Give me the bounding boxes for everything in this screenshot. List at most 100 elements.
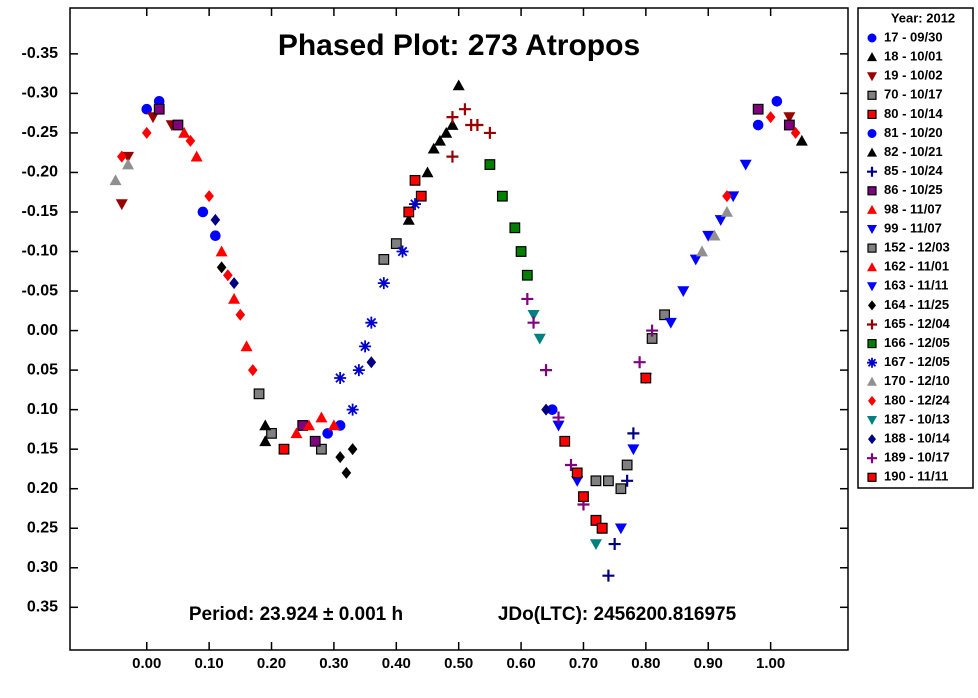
legend-label: 80 - 10/14 bbox=[884, 106, 943, 121]
y-tick-label: 0.00 bbox=[27, 322, 58, 339]
point bbox=[421, 166, 434, 178]
point bbox=[322, 428, 333, 439]
point bbox=[739, 159, 752, 171]
point bbox=[714, 215, 727, 226]
point bbox=[621, 459, 633, 471]
point bbox=[115, 199, 128, 211]
legend-swatch bbox=[867, 262, 877, 272]
point bbox=[341, 466, 352, 479]
legend-swatch bbox=[867, 72, 877, 82]
point bbox=[109, 174, 122, 186]
point bbox=[527, 309, 540, 321]
legend-swatch bbox=[867, 109, 877, 120]
legend-swatch bbox=[867, 225, 877, 234]
legend-swatch bbox=[867, 166, 877, 177]
legend-label: 166 - 12/05 bbox=[884, 335, 950, 350]
y-tick-label: 0.05 bbox=[27, 361, 58, 378]
point bbox=[608, 538, 621, 551]
point bbox=[259, 419, 272, 431]
x-tick-label: 0.60 bbox=[506, 655, 535, 672]
legend-swatch bbox=[867, 357, 877, 368]
point bbox=[347, 443, 358, 456]
point bbox=[446, 119, 459, 130]
point bbox=[640, 372, 652, 384]
legend-swatch bbox=[867, 204, 877, 214]
point bbox=[664, 317, 677, 329]
y-tick-label: 0.25 bbox=[27, 519, 58, 536]
point bbox=[603, 475, 614, 487]
point bbox=[727, 191, 740, 203]
x-tick-label: 1.00 bbox=[756, 655, 785, 672]
legend-label: 70 - 10/17 bbox=[884, 87, 943, 102]
legend-label: 163 - 11/11 bbox=[884, 278, 948, 293]
point bbox=[178, 126, 191, 138]
legend-swatch bbox=[867, 282, 877, 292]
point bbox=[204, 190, 214, 203]
legend-label: 180 - 12/24 bbox=[884, 392, 951, 407]
point bbox=[564, 458, 577, 471]
y-tick-label: 0.20 bbox=[27, 480, 58, 497]
point bbox=[415, 190, 427, 202]
point bbox=[521, 269, 533, 281]
point bbox=[190, 150, 203, 162]
point bbox=[409, 174, 421, 186]
point bbox=[696, 245, 709, 257]
point bbox=[433, 134, 446, 146]
point bbox=[627, 427, 640, 440]
point bbox=[309, 435, 321, 447]
legend-swatch bbox=[867, 339, 877, 349]
annotation: JDo(LTC): 2456200.816975 bbox=[498, 604, 737, 625]
point bbox=[210, 213, 221, 226]
point bbox=[346, 403, 359, 416]
legend-label: 187 - 10/13 bbox=[884, 411, 950, 426]
point bbox=[783, 119, 795, 131]
legend-swatch bbox=[868, 434, 876, 445]
legend-label: 162 - 11/01 bbox=[884, 259, 949, 274]
point bbox=[720, 205, 733, 217]
point bbox=[153, 103, 165, 115]
point bbox=[185, 134, 196, 147]
legend-label: 82 - 10/21 bbox=[884, 144, 943, 159]
point bbox=[172, 119, 184, 131]
legend-label: 188 - 10/14 bbox=[884, 431, 951, 446]
y-tick-label: -0.35 bbox=[22, 45, 59, 62]
legend-label: 167 - 12/05 bbox=[884, 354, 950, 369]
legend-swatch bbox=[867, 52, 877, 62]
x-tick-label: 0.50 bbox=[444, 655, 473, 672]
point bbox=[596, 522, 608, 534]
legend-label: 164 - 11/25 bbox=[884, 297, 949, 312]
legend-swatch bbox=[867, 147, 877, 157]
point bbox=[446, 150, 459, 163]
legend-swatch bbox=[867, 90, 877, 100]
point bbox=[615, 483, 627, 495]
point bbox=[559, 435, 571, 447]
point bbox=[540, 364, 553, 377]
legend-label: 152 - 12/03 bbox=[884, 240, 950, 255]
y-tick-label: 0.35 bbox=[27, 599, 58, 616]
point bbox=[235, 308, 246, 321]
point bbox=[552, 420, 565, 432]
point bbox=[752, 119, 764, 131]
point bbox=[352, 364, 365, 377]
point bbox=[752, 103, 764, 115]
point bbox=[633, 356, 646, 369]
point bbox=[316, 443, 327, 455]
point bbox=[496, 190, 508, 202]
legend-label: 189 - 10/17 bbox=[884, 450, 950, 465]
chart-title: Phased Plot: 273 Atropos bbox=[278, 29, 640, 62]
legend-label: 17 - 09/30 bbox=[884, 29, 943, 44]
point bbox=[602, 569, 615, 582]
point bbox=[515, 246, 527, 257]
point bbox=[315, 411, 328, 423]
point bbox=[571, 467, 583, 479]
y-tick-label: 0.15 bbox=[27, 440, 58, 457]
point bbox=[427, 142, 440, 154]
point bbox=[210, 230, 221, 242]
point bbox=[122, 151, 135, 163]
x-tick-label: 0.90 bbox=[694, 655, 723, 672]
point bbox=[390, 238, 402, 250]
point bbox=[141, 103, 153, 115]
point bbox=[409, 198, 422, 211]
point bbox=[614, 523, 627, 535]
